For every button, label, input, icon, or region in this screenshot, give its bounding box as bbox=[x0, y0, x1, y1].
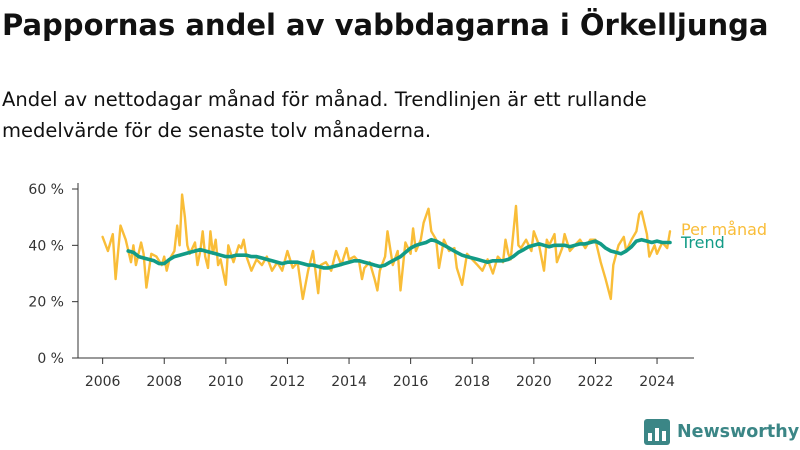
series-label-trend: Trend bbox=[680, 233, 725, 252]
x-tick-label: 2006 bbox=[85, 374, 121, 390]
y-tick-label: 60 % bbox=[28, 182, 64, 198]
newsworthy-logo: Newsworthy bbox=[644, 419, 799, 445]
x-tick-label: 2020 bbox=[516, 374, 552, 390]
bar-chart-logo-icon bbox=[644, 419, 670, 445]
x-tick-label: 2010 bbox=[208, 374, 244, 390]
y-tick-label: 0 % bbox=[37, 351, 64, 367]
y-axis: 0 % 20 % 40 % 60 % bbox=[28, 182, 79, 367]
x-tick-label: 2018 bbox=[454, 374, 490, 390]
series-label-per-manad: Per månad bbox=[681, 220, 767, 239]
chart-series bbox=[101, 193, 672, 301]
series-line-trend bbox=[126, 237, 672, 270]
line-chart: 0 % 20 % 40 % 60 % 2006 2008 2010 2012 2014 2016… bbox=[28, 182, 767, 390]
x-tick-label: 2008 bbox=[146, 374, 182, 390]
x-axis: 2006 2008 2010 2012 2014 2016 2018 2020 2022 2024 bbox=[78, 357, 694, 390]
series-line-per-manad bbox=[101, 193, 672, 301]
chart-title: Pappornas andel av vabbdagarna i Örkellj… bbox=[2, 8, 769, 42]
x-tick-label: 2016 bbox=[393, 374, 429, 390]
x-tick-label: 2022 bbox=[578, 374, 614, 390]
brand-name: Newsworthy bbox=[677, 422, 800, 442]
x-tick-label: 2012 bbox=[270, 374, 306, 390]
y-tick-label: 20 % bbox=[28, 295, 64, 311]
y-tick-label: 40 % bbox=[28, 238, 64, 254]
x-tick-label: 2024 bbox=[639, 374, 675, 390]
chart-subtitle: Andel av nettodagar månad för månad. Tre… bbox=[2, 88, 647, 142]
x-tick-label: 2014 bbox=[331, 374, 367, 390]
